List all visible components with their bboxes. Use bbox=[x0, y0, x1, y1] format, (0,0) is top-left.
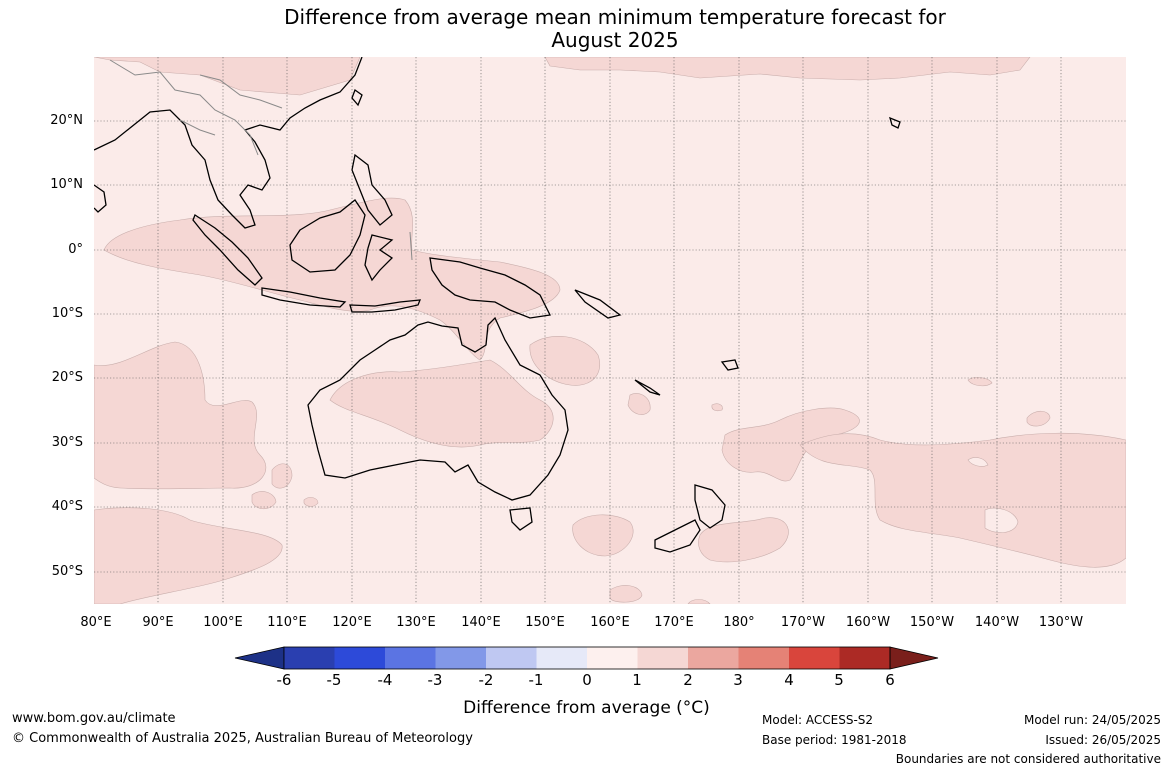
philippines-coast bbox=[351, 153, 393, 226]
anomaly-region bbox=[251, 491, 277, 510]
lon-label: 160°W bbox=[845, 615, 891, 630]
colorbar-tick-label: 1 bbox=[632, 671, 642, 689]
borneo-coast bbox=[289, 199, 366, 273]
footer-base-period: Base period: 1981-2018 bbox=[762, 733, 907, 747]
lat-label: 40°S bbox=[51, 499, 83, 514]
anomaly-hole bbox=[967, 457, 989, 467]
anomaly-region bbox=[329, 359, 554, 448]
anomaly-region bbox=[572, 514, 634, 557]
colorbar-tick-label: 3 bbox=[733, 671, 743, 689]
lon-label: 90°E bbox=[142, 615, 174, 630]
tasmania-coast bbox=[509, 507, 533, 531]
anomaly-1-to-2-regions bbox=[94, 57, 1126, 604]
lat-label: 20°N bbox=[50, 113, 83, 128]
colorbar-tick-label: 6 bbox=[885, 671, 895, 689]
colorbar-tick-label: 0 bbox=[582, 671, 592, 689]
anomaly-region bbox=[967, 377, 993, 387]
borders bbox=[109, 59, 413, 261]
anomaly-region bbox=[94, 341, 267, 490]
lat-label: 10°S bbox=[51, 306, 83, 321]
anomaly-region bbox=[711, 403, 723, 412]
colorbar-segment bbox=[284, 647, 335, 669]
colorbar-tick-label: -4 bbox=[377, 671, 393, 689]
colorbar-outline bbox=[283, 646, 891, 670]
colorbar-extend-high bbox=[889, 646, 939, 670]
colorbar-segment bbox=[486, 647, 537, 669]
lon-label: 110°E bbox=[267, 615, 307, 630]
footer-model: Model: ACCESS-S2 bbox=[762, 713, 874, 727]
lon-label: 170°W bbox=[780, 615, 826, 630]
map-title-line1: Difference from average mean minimum tem… bbox=[284, 5, 946, 29]
colorbar-tick-label: -2 bbox=[478, 671, 494, 689]
map-title-line2: August 2025 bbox=[551, 28, 679, 52]
footer-website-link[interactable]: www.bom.gov.au/climate bbox=[12, 711, 176, 726]
colorbar-segment bbox=[738, 647, 789, 669]
lat-label: 50°S bbox=[51, 564, 83, 579]
anomaly-region bbox=[94, 507, 283, 604]
lon-label: 100°E bbox=[203, 615, 243, 630]
anomaly-region bbox=[1026, 410, 1051, 427]
anomaly-region bbox=[609, 585, 643, 603]
colorbar-extend-low bbox=[234, 646, 285, 670]
lon-label: 140°E bbox=[461, 615, 501, 630]
colorbar-segment bbox=[435, 647, 486, 669]
colorbar-tick-label: -5 bbox=[326, 671, 342, 689]
anomaly-region bbox=[529, 335, 600, 386]
colorbar-tick-label: 5 bbox=[834, 671, 844, 689]
lon-label: 130°W bbox=[1038, 615, 1084, 630]
anomaly-region bbox=[687, 599, 711, 604]
lon-label: 180° bbox=[723, 615, 755, 630]
anomaly-hole bbox=[984, 507, 1019, 533]
colorbar-tick-label: 4 bbox=[784, 671, 794, 689]
sumatra-coast bbox=[192, 214, 263, 286]
anomaly-region bbox=[103, 197, 561, 361]
graticule bbox=[94, 57, 1126, 604]
australia-coast bbox=[307, 316, 569, 501]
colorbar-title: Difference from average (°C) bbox=[463, 698, 710, 718]
anomaly-region bbox=[627, 393, 651, 415]
colorbar-segment bbox=[385, 647, 436, 669]
lon-label: 150°W bbox=[909, 615, 955, 630]
lat-label: 0° bbox=[68, 242, 83, 257]
colorbar-segment bbox=[334, 647, 385, 669]
lon-label: 150°E bbox=[525, 615, 565, 630]
colorbar-tick-label: -6 bbox=[276, 671, 292, 689]
anomaly-region bbox=[303, 497, 319, 507]
colorbar-segment bbox=[789, 647, 840, 669]
anomaly-region bbox=[94, 57, 361, 96]
anomaly-region bbox=[698, 517, 789, 563]
colorbar-segment bbox=[587, 647, 638, 669]
colorbar-tick-label: -3 bbox=[427, 671, 443, 689]
anomaly-region bbox=[544, 57, 1031, 81]
lon-label: 80°E bbox=[80, 615, 112, 630]
footer-model-run: Model run: 24/05/2025 bbox=[1023, 713, 1161, 727]
lon-label: 160°E bbox=[590, 615, 630, 630]
colorbar-segment bbox=[688, 647, 739, 669]
lon-label: 170°E bbox=[654, 615, 694, 630]
footer-disclaimer: Boundaries are not considered authoritat… bbox=[895, 752, 1161, 766]
lon-label: 140°W bbox=[974, 615, 1020, 630]
lat-label: 10°N bbox=[50, 177, 83, 192]
lon-label: 130°E bbox=[396, 615, 436, 630]
colorbar bbox=[234, 646, 939, 670]
coastlines bbox=[94, 57, 901, 553]
sulawesi-coast bbox=[364, 234, 394, 282]
java-coast bbox=[261, 287, 347, 308]
new-zealand-coast bbox=[694, 484, 726, 529]
colorbar-segment bbox=[637, 647, 688, 669]
new-guinea-coast bbox=[429, 257, 551, 319]
lat-label: 30°S bbox=[51, 435, 83, 450]
colorbar-tick-label: -1 bbox=[528, 671, 544, 689]
footer-copyright: © Commonwealth of Australia 2025, Austra… bbox=[12, 731, 473, 746]
anomaly-region bbox=[799, 432, 1126, 568]
lon-label: 120°E bbox=[332, 615, 372, 630]
colorbar-segment bbox=[839, 647, 890, 669]
footer-issued: Issued: 26/05/2025 bbox=[1045, 733, 1161, 747]
lat-label: 20°S bbox=[51, 370, 83, 385]
colorbar-segment bbox=[536, 647, 587, 669]
colorbar-tick-label: 2 bbox=[683, 671, 693, 689]
